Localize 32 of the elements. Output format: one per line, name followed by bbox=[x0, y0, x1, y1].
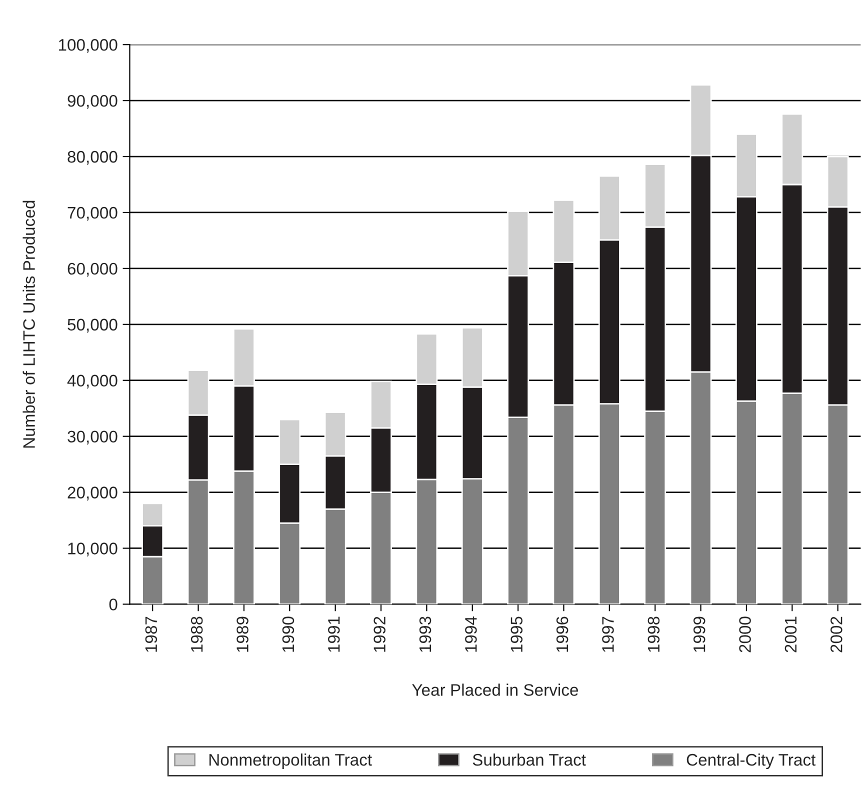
x-tick-label: 1993 bbox=[419, 616, 432, 652]
y-tick-label: 40,000 bbox=[67, 374, 118, 389]
x-tick-label: 2002 bbox=[830, 616, 842, 652]
y-tick-label: 90,000 bbox=[68, 94, 118, 109]
x-tick-label: 1988 bbox=[190, 616, 203, 652]
x-tick-label: 1995 bbox=[510, 616, 523, 652]
x-axis-title: Year Placed in Service bbox=[412, 684, 578, 696]
y-tick-label: 10,000 bbox=[68, 542, 118, 556]
legend-label: Central-City Tract bbox=[686, 753, 816, 770]
y-tick-label: 100,000 bbox=[58, 39, 118, 53]
x-tick-label: 1989 bbox=[236, 616, 248, 652]
x-tick-label: 1990 bbox=[282, 616, 294, 652]
x-tick-label: 2000 bbox=[739, 616, 751, 652]
legend-label: Suburban Tract bbox=[472, 753, 586, 766]
y-tick-label: 80,000 bbox=[68, 150, 118, 165]
y-tick-label: 50,000 bbox=[68, 318, 118, 333]
y-tick-label: 0 bbox=[109, 598, 118, 610]
x-tick-label: 1994 bbox=[465, 616, 477, 652]
x-tick-label: 1991 bbox=[328, 616, 340, 652]
y-tick-label: 60,000 bbox=[68, 262, 118, 277]
x-tick-label: 2001 bbox=[784, 616, 797, 652]
y-tick-label: 30,000 bbox=[68, 430, 118, 444]
x-tick-label: 1996 bbox=[556, 616, 568, 652]
x-tick-label: 1987 bbox=[145, 616, 158, 652]
legend-label: Nonmetropolitan Tract bbox=[209, 753, 372, 770]
y-tick-label: 70,000 bbox=[68, 206, 118, 221]
x-tick-label: 1998 bbox=[648, 616, 660, 652]
y-axis-title: Number of LIHTC Units Produced bbox=[22, 200, 35, 448]
x-tick-label: 1999 bbox=[693, 616, 706, 652]
x-tick-label: 1992 bbox=[374, 616, 386, 652]
y-tick-label: 20,000 bbox=[68, 486, 118, 500]
x-tick-label: 1997 bbox=[602, 616, 614, 652]
